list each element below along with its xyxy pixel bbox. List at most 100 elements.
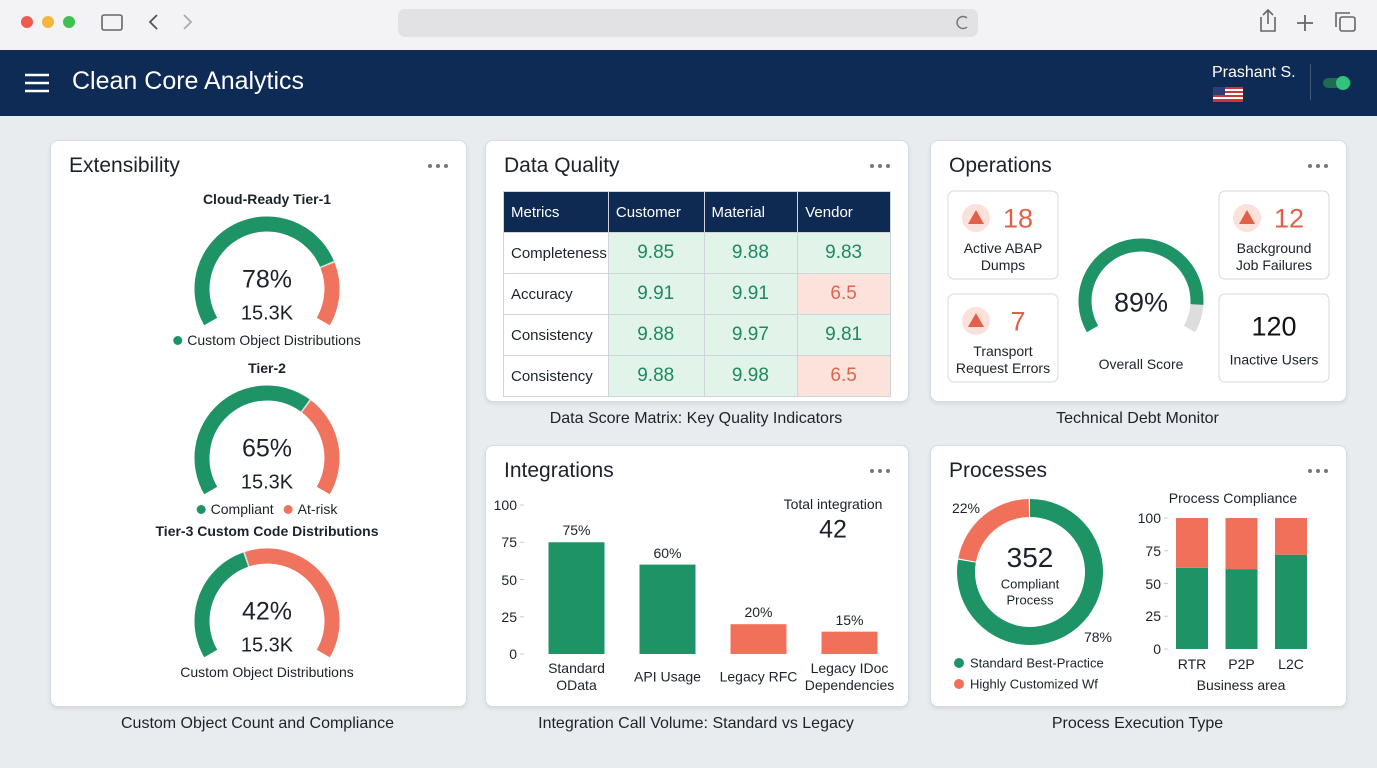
new-tab-button[interactable]	[1297, 15, 1313, 31]
row-label: Consistency	[503, 314, 609, 356]
score-cell: 6.5	[797, 273, 891, 315]
y-tick-label: 50	[501, 571, 517, 588]
score-cell: 9.88	[607, 314, 705, 356]
score-cell: 9.81	[797, 314, 891, 356]
more-menu[interactable]	[428, 164, 448, 168]
y-tick-label: 0	[509, 646, 517, 662]
panel-graphics	[947, 164, 1330, 383]
gauge-count: 15.3K	[240, 471, 294, 494]
total-value: 42	[819, 515, 847, 544]
score-cell: 9.85	[607, 232, 705, 274]
alert-icon	[962, 307, 990, 335]
column-header: Metrics	[503, 191, 609, 233]
address-bar[interactable]	[398, 9, 978, 37]
gauge-title: Tier-2	[248, 360, 286, 376]
legend-item: Compliant	[196, 501, 274, 517]
gauge-count: 15.3K	[240, 302, 294, 325]
bar	[548, 542, 605, 654]
metric-card	[947, 293, 1059, 383]
menu-dot	[1324, 469, 1328, 473]
legend-item: At-risk	[283, 501, 337, 517]
donut-center-label: Compliant Process	[1000, 576, 1060, 607]
menu-button[interactable]	[24, 72, 50, 94]
menu-dot	[870, 164, 874, 168]
y-tick-label: 75	[501, 534, 517, 551]
y-tick-label: 100	[1137, 510, 1161, 526]
extensibility-panel: Extensibility Cloud-Ready Tier-1 78% 15.3K C…	[50, 140, 467, 707]
menu-dot	[1316, 164, 1320, 168]
column-header: Vendor	[797, 191, 891, 233]
more-menu[interactable]	[870, 469, 890, 473]
stacked-bar-segment	[1275, 554, 1307, 649]
sidebar-button[interactable]	[101, 14, 123, 31]
table-row: Accuracy 9.91 9.91 6.5	[503, 273, 891, 315]
panel-title: Data Quality	[504, 154, 620, 177]
bar-value-label: 75%	[562, 522, 591, 539]
gauge-remainder-arc	[244, 548, 340, 658]
metric-card	[1218, 190, 1330, 280]
legend: Compliant At-risk	[196, 501, 337, 517]
reload-button[interactable]	[956, 15, 968, 30]
alert-glyph	[968, 210, 984, 224]
table-row: Completeness 9.85 9.88 9.83	[503, 232, 891, 274]
table-header-row: Metrics Customer Material Vendor	[503, 191, 891, 233]
panel-caption: Technical Debt Monitor	[1056, 410, 1219, 427]
status-toggle[interactable]	[1322, 74, 1354, 92]
operations-panel: Operations 18 Active ABAP Dumps 12 Backgroun…	[930, 140, 1347, 402]
chart-title: Process Compliance	[1168, 490, 1298, 506]
user-name[interactable]: Prashant S.	[1212, 64, 1296, 81]
y-tick-label: 0	[1153, 641, 1161, 657]
gauge-percent: 65%	[241, 434, 293, 463]
alert-glyph	[1239, 210, 1255, 224]
donut-segment	[957, 499, 1103, 645]
metric-card	[1218, 293, 1330, 383]
score-cell: 9.88	[703, 232, 799, 274]
menu-dot	[1324, 164, 1328, 168]
panel-graphics	[870, 164, 890, 168]
panel-caption: Custom Object Count and Compliance	[120, 715, 395, 732]
gauge-value-arc	[194, 552, 249, 658]
close-button[interactable]	[21, 16, 33, 28]
legend-item: Custom Object Distributions	[180, 664, 354, 680]
stacked-bar-segment	[1225, 518, 1258, 570]
tabs-button[interactable]	[1339, 16, 1356, 32]
processes-panel: Processes 78% Standard Best-Practice 22% Hig…	[930, 445, 1347, 707]
bar-value-label: 20%	[744, 604, 773, 621]
menu-dot	[878, 469, 882, 473]
maximize-button[interactable]	[63, 16, 75, 28]
x-tick-label: API Usage	[634, 668, 701, 685]
forward-button[interactable]	[183, 14, 193, 30]
row-label: Consistency	[503, 355, 609, 397]
score-cell: 9.91	[607, 273, 705, 315]
segment-label: 78%	[1083, 629, 1113, 645]
more-menu[interactable]	[1308, 164, 1328, 168]
panel-caption: Data Score Matrix: Key Quality Indicator…	[549, 410, 843, 427]
legend-label: Compliant	[210, 501, 274, 517]
gauge-title: Cloud-Ready Tier-1	[202, 191, 332, 207]
more-menu[interactable]	[870, 164, 890, 168]
score-cell: 6.5	[797, 355, 891, 397]
app-title: Clean Core Analytics	[72, 67, 305, 95]
gauge-track	[194, 216, 340, 326]
legend-label: Highly Customized Wf	[970, 676, 1098, 692]
donut-center-value: 352	[1006, 542, 1054, 573]
metric-card	[947, 190, 1059, 280]
minimize-button[interactable]	[42, 16, 54, 28]
stacked-bar-segment	[1176, 567, 1208, 649]
back-button[interactable]	[148, 14, 158, 30]
legend: Custom Object Distributions	[180, 664, 354, 680]
segment-label: 22%	[951, 500, 981, 516]
legend-swatch	[954, 658, 964, 668]
panel-title: Processes	[949, 459, 1048, 482]
legend-swatch	[196, 504, 206, 514]
more-menu[interactable]	[1308, 469, 1328, 473]
bar	[639, 564, 696, 654]
alert-icon	[962, 204, 990, 232]
share-button[interactable]	[1260, 8, 1276, 32]
row-label: Completeness	[503, 232, 609, 274]
menu-dot	[444, 164, 448, 168]
y-tick-label: 50	[1145, 575, 1161, 592]
menu-dot	[436, 164, 440, 168]
column-header: Customer	[607, 191, 705, 233]
